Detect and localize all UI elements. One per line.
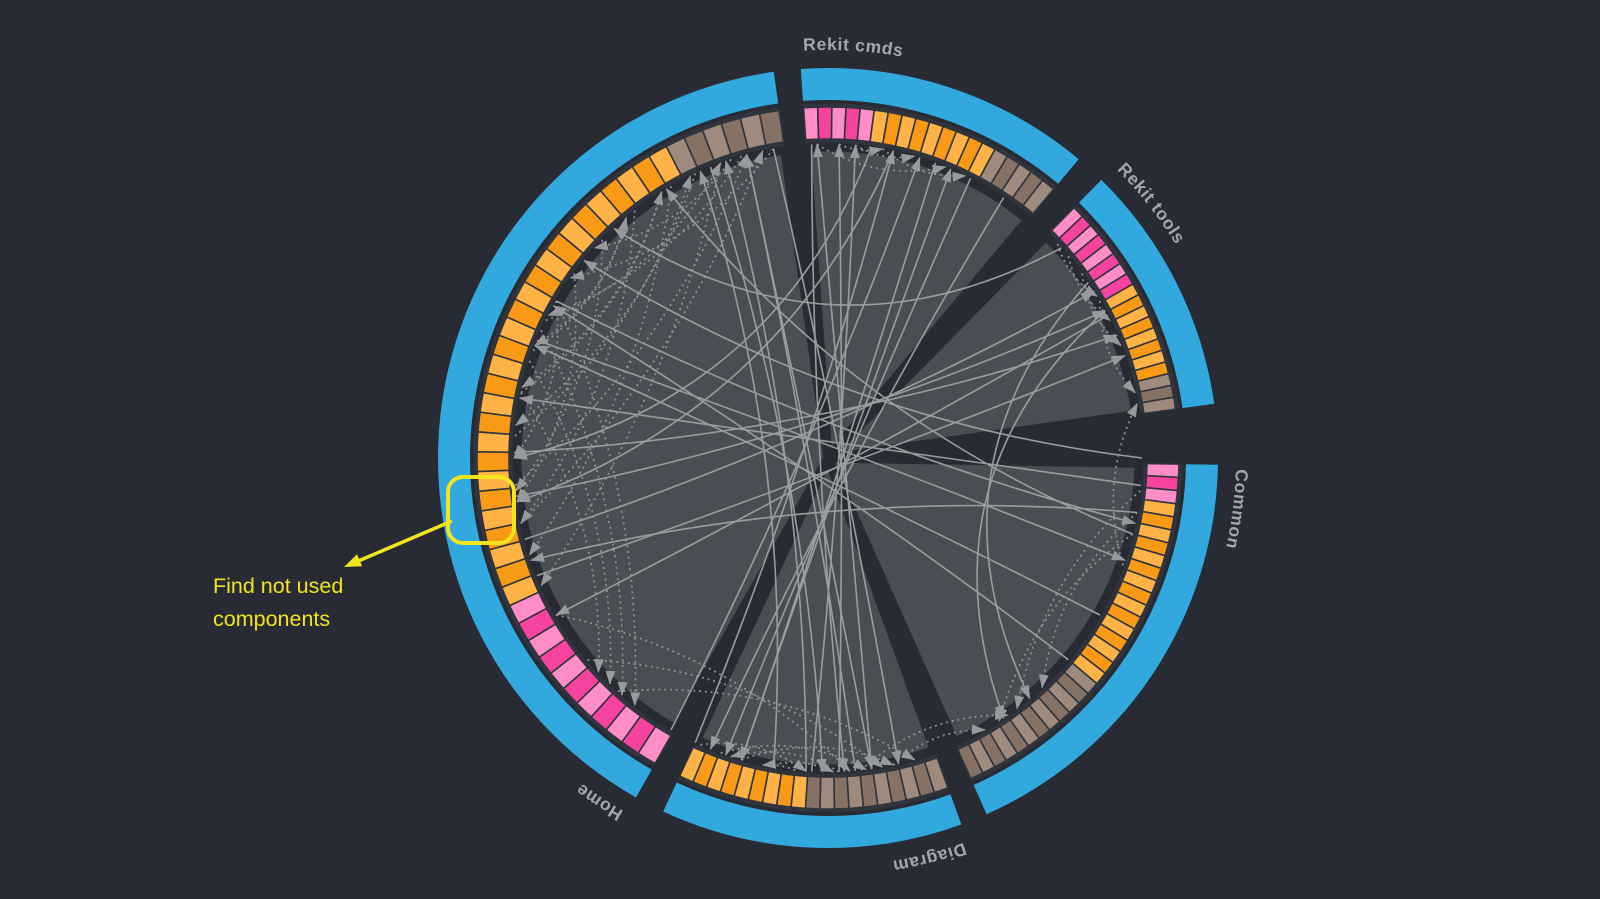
dependency-link-solid xyxy=(513,146,873,460)
dependency-link-solid xyxy=(583,259,1143,459)
dependency-link-solid xyxy=(613,227,1062,306)
dependency-link-dotted xyxy=(513,300,559,459)
dependency-link-dotted xyxy=(514,153,748,487)
highlight-box xyxy=(446,475,516,545)
dependency-link-dotted xyxy=(547,155,743,317)
dependency-link-solid xyxy=(552,305,1069,661)
dependency-link-solid xyxy=(810,144,849,773)
annotation-line-1: Find not used xyxy=(213,574,344,598)
dependency-link-solid xyxy=(533,344,1101,616)
group-label-diagram[interactable]: Diagram xyxy=(891,839,969,877)
component-block-brown[interactable] xyxy=(846,774,865,810)
dependency-link-solid xyxy=(516,150,895,503)
component-block-brown[interactable] xyxy=(819,776,836,810)
group-label-common[interactable]: Common xyxy=(1222,469,1252,551)
dependency-link-dotted xyxy=(545,162,722,322)
component-block-orange[interactable] xyxy=(477,487,514,512)
dependency-link-solid xyxy=(740,162,937,761)
annotation-note: Find not used components xyxy=(213,570,343,636)
dependency-link-solid xyxy=(513,334,1118,454)
dependency-link-dotted xyxy=(569,148,775,280)
component-block-brown[interactable] xyxy=(956,743,984,780)
dependency-link-dotted xyxy=(838,143,884,157)
dependency-link-solid xyxy=(524,290,1096,541)
component-block-brown[interactable] xyxy=(833,775,850,810)
dependency-link-solid xyxy=(536,339,1126,561)
dependency-link-solid xyxy=(555,314,1109,616)
dependency-link-dotted xyxy=(761,758,796,772)
dependency-link-solid xyxy=(744,153,857,771)
component-block-brown[interactable] xyxy=(1141,396,1177,415)
dependency-link-dotted xyxy=(1112,402,1139,566)
group-arc-home[interactable] xyxy=(438,71,779,798)
dependency-link-dotted xyxy=(587,658,884,768)
dependency-link-solid xyxy=(516,309,1107,498)
annotation-arrow xyxy=(355,519,453,564)
group-arc-rekit-cmds[interactable] xyxy=(800,67,1079,184)
dependency-link-solid xyxy=(813,143,873,769)
dependency-link-solid xyxy=(709,197,1005,751)
dependency-link-solid xyxy=(518,394,1141,487)
component-block-orange[interactable] xyxy=(476,450,511,473)
dependency-link-dotted xyxy=(617,688,916,761)
dependency-link-solid xyxy=(986,281,1089,700)
annotation-arrowhead-icon xyxy=(344,554,363,567)
group-arc-common[interactable] xyxy=(973,464,1218,815)
component-block-pink[interactable] xyxy=(802,106,820,141)
group-label-rekit-cmds[interactable]: Rekit cmds xyxy=(803,34,906,61)
dependency-link-solid xyxy=(699,170,779,768)
dependency-link-dotted xyxy=(1056,243,1099,298)
dependency-link-dotted xyxy=(997,533,1134,723)
wedge-common xyxy=(823,453,1144,747)
component-block-brown[interactable] xyxy=(1021,179,1055,215)
dependency-link-dotted xyxy=(514,239,603,492)
dependency-link-dotted xyxy=(593,158,732,251)
component-block-orange[interactable] xyxy=(476,469,512,493)
dependency-link-dotted xyxy=(514,173,697,426)
dependency-link-dotted xyxy=(520,392,604,674)
component-block-brown[interactable] xyxy=(758,109,785,147)
dependency-link-dotted xyxy=(516,273,577,503)
component-block-pink[interactable] xyxy=(816,106,833,140)
dependency-link-solid xyxy=(665,188,1133,535)
dependency-link-dotted xyxy=(514,174,692,437)
dependency-link-solid xyxy=(976,310,1106,720)
dependency-link-dotted xyxy=(555,614,851,772)
dependency-link-dotted xyxy=(1014,490,1141,710)
dependency-link-solid xyxy=(530,504,1138,562)
dependency-link-dotted xyxy=(540,329,628,696)
group-arc-rekit-tools[interactable] xyxy=(1078,179,1215,409)
dependency-link-dotted xyxy=(741,746,895,766)
annotation-line-2: components xyxy=(213,607,331,631)
dependency-link-dotted xyxy=(521,191,663,389)
component-block-orange[interactable] xyxy=(476,430,511,454)
group-label-home[interactable]: Home xyxy=(572,780,626,825)
dependency-link-dotted xyxy=(854,144,916,164)
group-arc-diagram[interactable] xyxy=(663,782,962,849)
dependency-link-solid xyxy=(555,300,1137,525)
dependency-link-solid xyxy=(725,177,972,756)
component-block-orange[interactable] xyxy=(678,746,707,784)
dependency-link-solid xyxy=(724,160,807,772)
dependency-link-solid xyxy=(772,148,902,765)
